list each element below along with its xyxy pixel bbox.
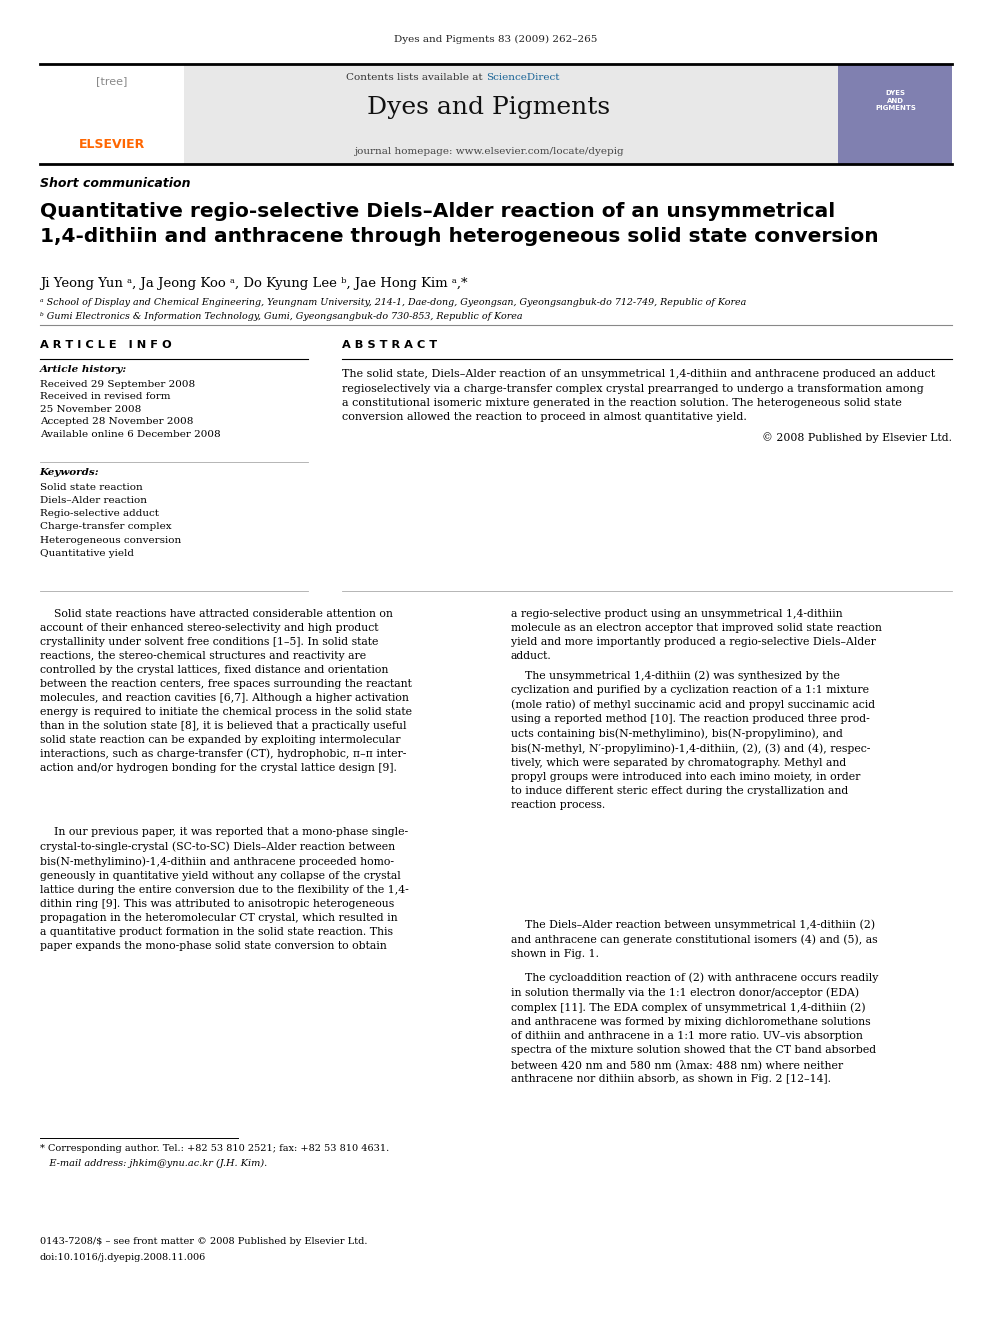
Text: The unsymmetrical 1,4-dithiin (2) was synthesized by the
cyclization and purifie: The unsymmetrical 1,4-dithiin (2) was sy… [511,671,875,810]
Text: Contents lists available at: Contents lists available at [346,73,486,82]
Point [302,583,313,599]
Text: * Corresponding author. Tel.: +82 53 810 2521; fax: +82 53 810 4631.: * Corresponding author. Tel.: +82 53 810… [40,1144,389,1154]
Text: Quantitative regio-selective Diels–Alder reaction of an unsymmetrical
1,4-dithii: Quantitative regio-selective Diels–Alder… [40,202,878,246]
Text: Dyes and Pigments 83 (2009) 262–265: Dyes and Pigments 83 (2009) 262–265 [394,34,598,44]
Text: a regio-selective product using an unsymmetrical 1,4-dithiin
molecule as an elec: a regio-selective product using an unsym… [511,609,882,660]
Point [34,351,46,366]
Point [336,351,348,366]
Text: Keywords:: Keywords: [40,468,99,478]
Point [336,583,348,599]
Text: ᵇ Gumi Electronics & Information Technology, Gumi, Gyeongsangbuk-do 730-853, Rep: ᵇ Gumi Electronics & Information Technol… [40,312,522,321]
Text: Solid state reactions have attracted considerable attention on
account of their : Solid state reactions have attracted con… [40,609,412,774]
Text: ELSEVIER: ELSEVIER [79,138,145,151]
Text: Short communication: Short communication [40,177,190,191]
Bar [838,64,952,164]
Text: Article history:: Article history: [40,365,127,374]
Point [946,583,958,599]
Point [946,351,958,366]
Text: 0143-7208/$ – see front matter © 2008 Published by Elsevier Ltd.: 0143-7208/$ – see front matter © 2008 Pu… [40,1237,367,1246]
Text: The Diels–Alder reaction between unsymmetrical 1,4-dithiin (2)
and anthracene ca: The Diels–Alder reaction between unsymme… [511,919,878,959]
Point [232,1130,244,1146]
Bar [40,64,184,164]
Text: In our previous paper, it was reported that a mono-phase single-
crystal-to-sing: In our previous paper, it was reported t… [40,827,409,950]
Text: journal homepage: www.elsevier.com/locate/dyepig: journal homepage: www.elsevier.com/locat… [354,147,624,156]
Text: The cycloaddition reaction of (2) with anthracene occurs readily
in solution the: The cycloaddition reaction of (2) with a… [511,972,878,1084]
Text: ScienceDirect: ScienceDirect [486,73,559,82]
Point [302,454,313,470]
Text: Solid state reaction
Diels–Alder reaction
Regio-selective adduct
Charge-transfer: Solid state reaction Diels–Alder reactio… [40,483,181,558]
Text: Ji Yeong Yun ᵃ, Ja Jeong Koo ᵃ, Do Kyung Lee ᵇ, Jae Hong Kim ᵃ,*: Ji Yeong Yun ᵃ, Ja Jeong Koo ᵃ, Do Kyung… [40,277,467,290]
Point [34,583,46,599]
Point [34,454,46,470]
Bar [40,64,952,164]
Text: © 2008 Published by Elsevier Ltd.: © 2008 Published by Elsevier Ltd. [762,433,952,443]
Text: A R T I C L E   I N F O: A R T I C L E I N F O [40,340,172,351]
Point [34,1130,46,1146]
Text: A B S T R A C T: A B S T R A C T [342,340,437,351]
Text: The solid state, Diels–Alder reaction of an unsymmetrical 1,4-dithiin and anthra: The solid state, Diels–Alder reaction of… [342,369,935,422]
Text: Received 29 September 2008
Received in revised form
25 November 2008
Accepted 28: Received 29 September 2008 Received in r… [40,380,220,439]
Text: [tree]: [tree] [96,75,128,86]
Text: doi:10.1016/j.dyepig.2008.11.006: doi:10.1016/j.dyepig.2008.11.006 [40,1253,206,1262]
Text: E-mail address: jhkim@ynu.ac.kr (J.H. Kim).: E-mail address: jhkim@ynu.ac.kr (J.H. Ki… [40,1159,267,1168]
Text: DYES
AND
PIGMENTS: DYES AND PIGMENTS [875,90,917,111]
Text: ᵃ School of Display and Chemical Engineering, Yeungnam University, 214-1, Dae-do: ᵃ School of Display and Chemical Enginee… [40,298,746,307]
Point [302,351,313,366]
Text: Dyes and Pigments: Dyes and Pigments [367,95,611,119]
